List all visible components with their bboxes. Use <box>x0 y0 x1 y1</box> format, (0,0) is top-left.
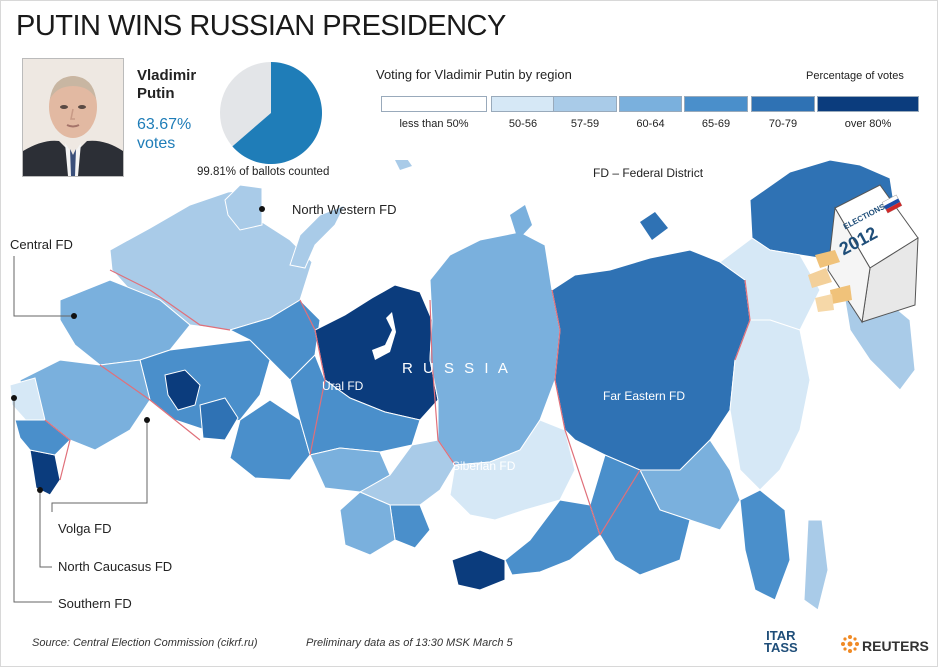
legend-swatch-5 <box>751 96 815 112</box>
vote-share-pie <box>220 62 322 164</box>
region-siberia-mid <box>449 419 576 521</box>
island-novaya-zemlya <box>289 204 347 269</box>
region-ural-south <box>289 354 421 456</box>
page-title: PUTIN WINS RUSSIAN PRESIDENCY <box>16 10 506 42</box>
callout-central-fd: Central FD <box>10 237 73 252</box>
reuters-logo: REUTERS <box>862 638 929 654</box>
legend-label-6: over 80% <box>844 118 892 130</box>
legend-label-3: 60-64 <box>636 118 665 130</box>
russia-map: ELECTIONS 2012 R U S S I A Ural FD Siber… <box>9 160 919 611</box>
region-tuva <box>451 549 506 591</box>
legend-label-5: 70-79 <box>768 118 798 130</box>
legend-swatch-6 <box>817 96 919 112</box>
region-urals-south <box>229 399 311 481</box>
region-volga-dark <box>164 369 201 411</box>
island-franz-josef <box>395 160 412 170</box>
candidate-photo <box>22 58 124 177</box>
callout-volga-fd: Volga FD <box>58 521 112 536</box>
preliminary-note: Preliminary data as of 13:30 MSK March 5 <box>306 637 513 649</box>
itar-logo-line1: ITAR <box>766 628 796 643</box>
legend-label-1: 50-56 <box>508 118 538 130</box>
region-khabarovsk <box>729 319 811 491</box>
callout-north-caucasus-fd: North Caucasus FD <box>58 559 173 574</box>
legend-swatch-0 <box>381 96 487 112</box>
legend-label-2: 57-59 <box>570 118 600 130</box>
legend-note: Percentage of votes <box>806 70 904 82</box>
district-label-ural: Ural FD <box>322 379 364 393</box>
candidate-votes-label: votes <box>137 135 176 152</box>
region-primorye <box>739 489 791 601</box>
region-sakhalin <box>803 519 829 611</box>
legend-swatch-3 <box>619 96 682 112</box>
candidate-percent: 63.67% <box>137 116 192 133</box>
region-volga-mid <box>199 397 239 441</box>
fd-borders <box>44 269 751 536</box>
region-altai <box>389 504 431 549</box>
region-caucasus <box>29 449 61 496</box>
ballots-counted: 99.81% of ballots counted <box>197 166 330 178</box>
region-kola <box>224 184 263 231</box>
callout-lines <box>13 256 148 603</box>
region-transbaikal <box>589 454 691 576</box>
legend-swatch-4 <box>684 96 748 112</box>
legend-title: Voting for Vladimir Putin by region <box>376 67 572 82</box>
itar-tass-logo: ITAR TASS <box>764 628 798 655</box>
callout-dots <box>11 206 265 493</box>
district-label-siberian: Siberian FD <box>452 459 516 473</box>
region-siberia-west <box>339 491 396 556</box>
candidate-first-name: Vladimir <box>137 67 197 84</box>
legend-swatch-1 <box>491 96 555 112</box>
legend-swatch-2 <box>553 96 617 112</box>
callout-north-western-fd: North Western FD <box>292 202 397 217</box>
island-severnaya-zemlya <box>510 205 532 240</box>
itar-logo-line2: TASS <box>764 640 798 655</box>
reuters-logo-icon <box>841 635 859 653</box>
region-yakutia <box>551 249 751 471</box>
region-yamal-gulf <box>372 312 396 360</box>
country-label: R U S S I A <box>402 360 511 377</box>
candidate-vote-share: 63.67% votes <box>137 115 191 153</box>
candidate-last-name: Putin <box>137 85 175 102</box>
pie-putin-slice <box>232 62 322 164</box>
fd-note: FD – Federal District <box>593 166 704 180</box>
island-new-siberian <box>640 212 668 240</box>
candidate-name: Vladimir Putin <box>137 67 196 103</box>
callout-southern-fd: Southern FD <box>58 596 132 611</box>
source-note: Source: Central Election Commission (cik… <box>32 637 258 649</box>
legend-label-4: 65-69 <box>701 118 731 130</box>
district-label-far-eastern: Far Eastern FD <box>603 389 685 403</box>
legend-label-0: less than 50% <box>399 118 469 130</box>
ballot-box-illustration <box>808 184 919 324</box>
